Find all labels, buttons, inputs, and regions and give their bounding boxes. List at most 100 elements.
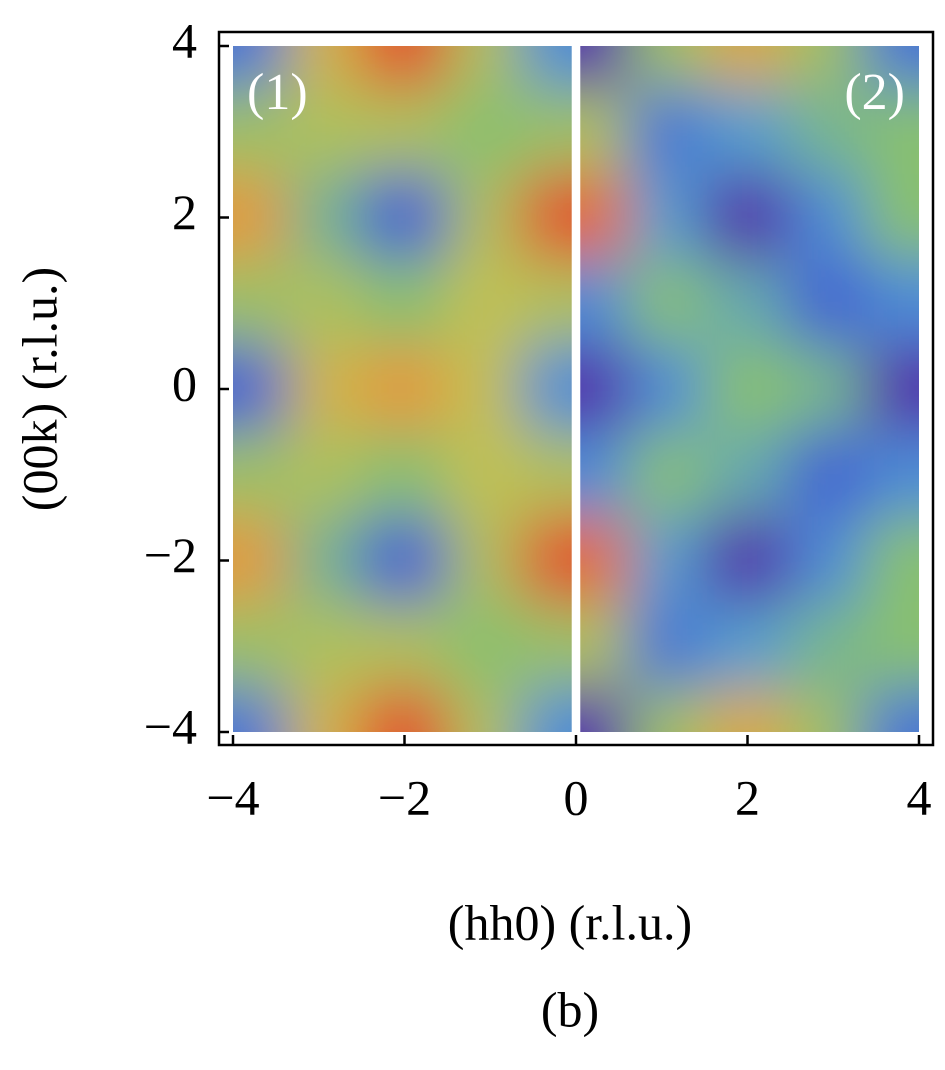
heatmap-cell <box>285 345 363 433</box>
heatmap-cell <box>360 259 449 348</box>
heatmap-cell <box>233 87 288 176</box>
heatmap-cell <box>446 46 524 90</box>
heatmap-cell <box>789 173 867 262</box>
heatmap-cell <box>521 430 572 519</box>
heatmap-cell <box>360 602 449 691</box>
heatmap-cell <box>446 602 524 691</box>
heatmap-cell <box>703 173 792 262</box>
y-tick-label: 2 <box>172 184 197 240</box>
heatmap-cell <box>789 688 867 732</box>
heatmap-cell <box>521 516 572 605</box>
heatmap-cell <box>580 46 631 90</box>
x-tick-label: −2 <box>378 769 431 825</box>
heatmap-cell <box>789 87 867 176</box>
heatmap-cell <box>580 259 631 348</box>
heatmap-cell <box>628 46 706 90</box>
heatmap-cell <box>233 516 288 605</box>
x-axis-label: (hh0) (r.l.u.) <box>448 894 692 950</box>
heatmap-cell <box>864 87 919 176</box>
heatmap-cell <box>521 345 572 433</box>
heatmap-cell <box>446 173 524 262</box>
heatmap-cell <box>446 516 524 605</box>
heatmap-cell <box>703 516 792 605</box>
heatmap-cell <box>285 259 363 348</box>
heatmap-cell <box>628 688 706 732</box>
heatmap-cell <box>864 430 919 519</box>
heatmap-cells <box>233 46 572 732</box>
heatmap-cell <box>703 345 792 433</box>
x-tick-label: 2 <box>735 769 760 825</box>
heatmap-cell <box>703 430 792 519</box>
heatmap-cell <box>285 46 363 90</box>
heatmap-cell <box>789 516 867 605</box>
heatmap-cell <box>233 688 288 732</box>
heatmap-cell <box>285 602 363 691</box>
heatmap-cell <box>285 430 363 519</box>
heatmap-cell <box>285 516 363 605</box>
heatmap-cell <box>233 430 288 519</box>
heatmap-cell <box>521 602 572 691</box>
heatmap-cell <box>285 173 363 262</box>
caption: (b) <box>541 981 599 1037</box>
heatmap-cell <box>628 173 706 262</box>
heatmap-cell <box>446 87 524 176</box>
y-tick-label: 4 <box>172 12 197 68</box>
heatmap-cell <box>864 259 919 348</box>
heatmap-cell <box>580 602 631 691</box>
heatmap-cell <box>580 173 631 262</box>
heatmap-cell <box>446 688 524 732</box>
heatmap-cell <box>628 345 706 433</box>
heatmap-cell <box>628 87 706 176</box>
heatmap-cell <box>521 46 572 90</box>
y-tick-label: 0 <box>172 355 197 411</box>
heatmap-cell <box>521 173 572 262</box>
heatmap-cell <box>864 173 919 262</box>
heatmap-cell <box>864 602 919 691</box>
y-tick-label: −2 <box>144 527 197 583</box>
heatmap-cell <box>789 602 867 691</box>
heatmap-cell <box>864 688 919 732</box>
heatmap-cell <box>789 46 867 90</box>
heatmap-cell <box>446 430 524 519</box>
panel-label: (2) <box>844 64 905 121</box>
x-tick-label: 4 <box>907 769 932 825</box>
heatmap-cell <box>864 516 919 605</box>
heatmap-cells <box>580 46 919 732</box>
heatmap-cell <box>233 602 288 691</box>
heatmap-cell <box>580 688 631 732</box>
heatmap-cell <box>446 259 524 348</box>
heatmap-cell <box>360 173 449 262</box>
heatmap-cell <box>628 259 706 348</box>
heatmap-cell <box>580 516 631 605</box>
heatmap-cell <box>521 87 572 176</box>
heatmap-cell <box>628 430 706 519</box>
heatmap-cell <box>360 345 449 433</box>
panel-label: (1) <box>247 64 308 121</box>
heatmap-cell <box>233 259 288 348</box>
heatmap-cell <box>703 87 792 176</box>
heatmap-cell <box>628 602 706 691</box>
heatmap-cell <box>789 259 867 348</box>
y-tick-label: −4 <box>144 698 197 754</box>
heatmap-cell <box>521 688 572 732</box>
heatmap-cell <box>233 173 288 262</box>
heatmap-cell <box>703 46 792 90</box>
heatmap-cell <box>789 345 867 433</box>
heatmap-cell <box>580 430 631 519</box>
heatmap-cell <box>360 516 449 605</box>
heatmap-cell <box>360 87 449 176</box>
heatmap-cell <box>285 688 363 732</box>
heatmap-panel <box>233 46 572 732</box>
heatmap-panel <box>580 46 919 732</box>
heatmap-cell <box>446 345 524 433</box>
heatmap-cell <box>703 259 792 348</box>
heatmap-cell <box>580 87 631 176</box>
x-tick-label: −4 <box>206 769 259 825</box>
heatmap-cell <box>580 345 631 433</box>
heatmap-cell <box>360 688 449 732</box>
heatmap-cell <box>360 46 449 90</box>
heatmap-cell <box>703 602 792 691</box>
y-axis-label: (00k) (r.l.u.) <box>11 267 67 511</box>
heatmap-cell <box>864 46 919 90</box>
